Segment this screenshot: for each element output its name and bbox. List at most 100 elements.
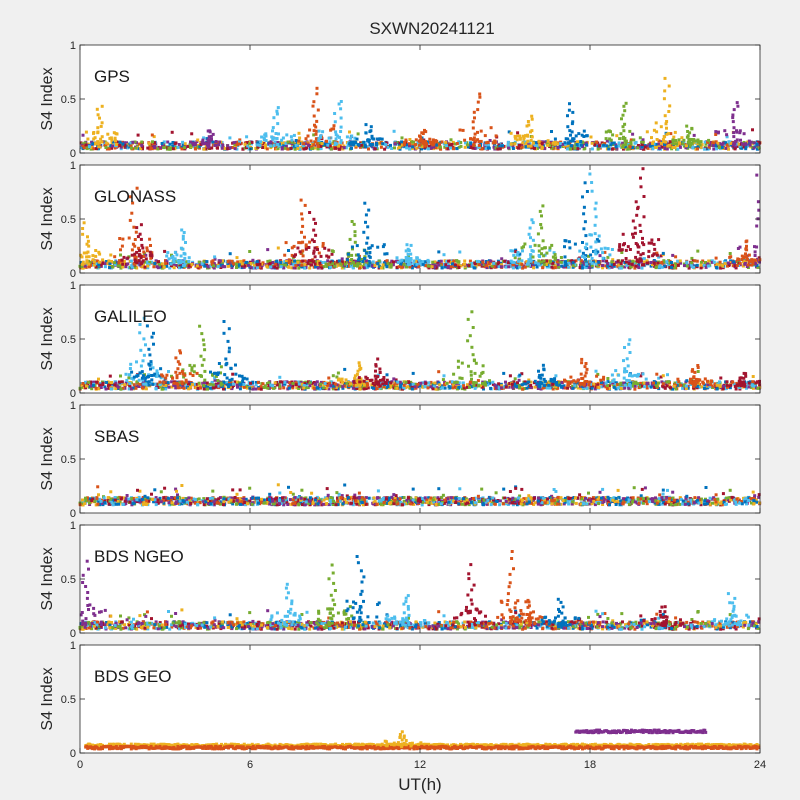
data-point xyxy=(566,259,570,263)
data-point xyxy=(470,145,474,149)
data-point xyxy=(509,131,513,135)
data-point xyxy=(696,147,699,151)
data-point xyxy=(156,385,160,389)
data-point xyxy=(472,143,476,147)
data-point xyxy=(690,141,694,145)
data-point xyxy=(624,143,628,146)
data-point xyxy=(747,260,751,264)
data-point xyxy=(654,265,658,269)
data-point xyxy=(509,142,513,146)
data-point xyxy=(647,241,651,245)
data-point xyxy=(361,383,365,386)
data-point xyxy=(130,253,134,257)
data-point xyxy=(312,133,316,137)
data-point xyxy=(179,246,183,250)
data-point xyxy=(673,381,677,385)
data-point xyxy=(515,266,519,270)
data-point xyxy=(541,144,545,148)
data-point xyxy=(183,263,187,267)
data-point xyxy=(720,146,724,149)
data-point xyxy=(312,260,316,264)
data-point xyxy=(609,138,613,142)
data-point xyxy=(647,384,651,388)
data-point xyxy=(478,95,482,99)
data-point xyxy=(687,263,691,267)
data-point xyxy=(641,147,645,151)
data-point xyxy=(673,130,677,134)
data-point xyxy=(589,135,593,139)
data-point xyxy=(570,122,574,126)
data-point xyxy=(732,131,736,135)
data-point xyxy=(91,254,95,258)
data-point xyxy=(238,387,242,391)
data-point xyxy=(473,116,476,120)
data-point xyxy=(745,265,749,268)
data-point xyxy=(313,246,317,250)
data-point xyxy=(368,251,372,254)
data-point xyxy=(329,147,333,151)
data-point xyxy=(444,140,448,144)
data-point xyxy=(507,385,511,389)
data-point xyxy=(385,259,389,263)
data-point xyxy=(230,266,234,270)
data-point xyxy=(221,143,225,147)
data-point xyxy=(419,263,423,267)
data-point xyxy=(641,241,644,245)
data-point xyxy=(181,143,185,147)
data-point xyxy=(165,259,169,263)
data-point xyxy=(280,138,284,142)
data-point xyxy=(457,260,461,264)
data-point xyxy=(432,145,436,149)
data-point xyxy=(97,387,101,391)
data-point xyxy=(594,240,598,244)
data-point xyxy=(300,261,304,265)
data-point xyxy=(143,265,147,269)
data-point xyxy=(498,144,502,148)
data-point xyxy=(345,258,349,262)
data-point xyxy=(300,140,304,144)
data-point xyxy=(321,130,325,134)
data-point xyxy=(699,260,703,264)
data-point xyxy=(407,142,411,146)
data-point xyxy=(255,260,259,264)
data-point xyxy=(690,126,694,130)
data-point xyxy=(301,240,305,244)
data-point xyxy=(634,140,638,144)
data-point xyxy=(489,259,493,263)
data-point xyxy=(675,263,679,267)
data-point xyxy=(566,141,570,145)
data-point xyxy=(314,265,317,269)
data-point xyxy=(328,381,332,385)
data-point xyxy=(550,130,553,133)
data-point xyxy=(713,382,717,386)
data-point xyxy=(427,384,431,388)
data-point xyxy=(85,145,89,149)
data-point xyxy=(611,381,615,385)
data-point xyxy=(371,260,375,264)
data-point xyxy=(649,385,653,389)
data-point xyxy=(121,140,125,144)
data-point xyxy=(593,207,597,211)
data-point xyxy=(118,380,121,384)
data-point xyxy=(205,143,209,147)
data-point xyxy=(204,384,208,388)
data-point xyxy=(498,147,502,151)
data-point xyxy=(614,145,618,149)
data-point xyxy=(648,142,652,146)
data-point xyxy=(720,143,724,146)
data-point xyxy=(691,259,695,263)
data-point xyxy=(723,387,727,391)
data-point xyxy=(409,380,413,384)
data-point xyxy=(336,263,340,267)
data-point xyxy=(565,147,569,151)
data-point xyxy=(499,265,503,269)
data-point xyxy=(735,129,738,133)
data-point xyxy=(95,380,98,384)
data-point xyxy=(525,124,529,128)
data-point xyxy=(492,265,496,269)
data-point xyxy=(361,264,364,268)
data-point xyxy=(676,147,680,151)
data-point xyxy=(82,251,86,255)
data-point xyxy=(331,387,335,391)
data-point xyxy=(452,259,456,263)
